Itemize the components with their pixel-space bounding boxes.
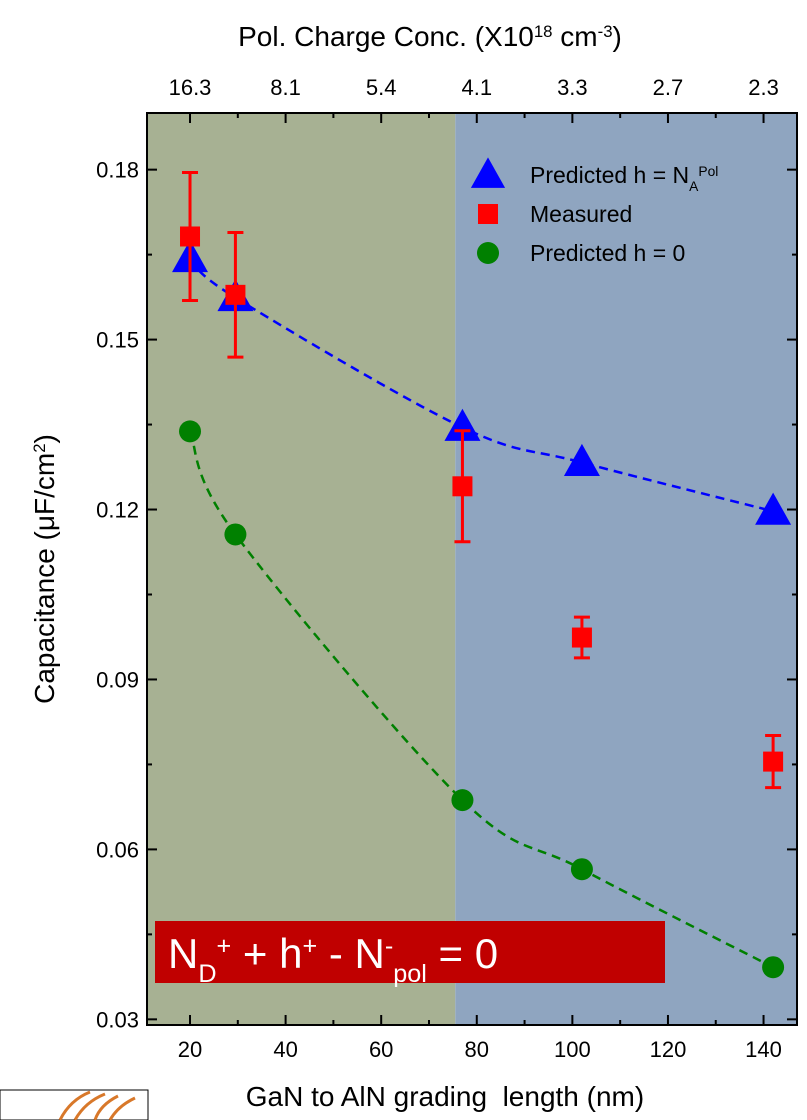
square-marker	[180, 226, 201, 247]
triangle-marker	[563, 443, 600, 477]
circle-marker	[451, 789, 474, 812]
y-axis-title-part: 2	[30, 443, 49, 452]
square-marker	[763, 751, 784, 772]
x2-tick-label: 4.1	[461, 75, 492, 100]
x-tick-label: 120	[650, 1037, 687, 1062]
y-tick-label: 0.03	[96, 1007, 139, 1032]
legend-label-part: A	[689, 179, 699, 194]
annotation-part: -	[385, 932, 393, 960]
legend-label: Predicted h = 0	[530, 240, 685, 266]
triangle-marker	[444, 408, 481, 441]
annotation-part: D	[198, 960, 216, 988]
x-axis-title: GaN to AlN grading length (nm)	[246, 1081, 644, 1112]
square-marker	[571, 627, 592, 648]
y-tick-label: 0.12	[96, 498, 139, 523]
x-tick-label: 20	[178, 1037, 202, 1062]
x2-axis-title-part: )	[613, 21, 622, 52]
x-tick-label: 100	[554, 1037, 591, 1062]
annotation-box	[155, 921, 665, 983]
x2-axis-title-part: Pol. Charge Conc. (X10	[238, 21, 534, 52]
x2-axis-title: Pol. Charge Conc. (X1018 cm-3)	[238, 21, 622, 52]
annotation-part: + h	[231, 930, 302, 977]
legend-label-part: Predicted h = N	[530, 162, 689, 188]
x2-tick-label: 5.4	[366, 75, 397, 100]
x2-axis-title-part: cm	[553, 21, 598, 52]
annotation-part: N	[168, 930, 198, 977]
circle-marker	[224, 523, 247, 546]
y-tick-label: 0.15	[96, 328, 139, 353]
annotation-part: = 0	[427, 930, 498, 977]
y-axis-title-part: Capacitance (μF/cm	[29, 453, 60, 704]
x2-tick-label: 16.3	[169, 75, 212, 100]
triangle-marker	[470, 157, 506, 188]
fit-curve	[188, 430, 774, 969]
circle-marker	[762, 956, 785, 979]
circle-marker	[179, 420, 202, 443]
y-axis-title-part: )	[29, 434, 60, 443]
y-axis-title: Capacitance (μF/cm2)	[29, 434, 60, 704]
y-tick-label: 0.18	[96, 158, 139, 183]
annotation-part: pol	[393, 960, 427, 988]
x-tick-label: 140	[745, 1037, 782, 1062]
legend-label-part: Predicted h = 0	[530, 240, 685, 266]
x2-tick-label: 3.3	[557, 75, 588, 100]
legend-label: Measured	[530, 201, 632, 227]
annotation-part: - N	[317, 930, 385, 977]
legend-label: Predicted h = NAPol	[530, 162, 718, 194]
x2-tick-label: 2.3	[748, 75, 779, 100]
y-tick-label: 0.06	[96, 837, 139, 862]
x2-axis-title-part: -3	[598, 22, 613, 41]
annotation: ND+ + h+ - N-pol = 0	[168, 930, 498, 988]
shaded-region	[455, 113, 797, 1025]
triangle-marker	[755, 492, 792, 525]
legend-label-part: Measured	[530, 201, 632, 227]
circle-marker	[570, 858, 593, 881]
square-marker	[478, 204, 498, 224]
x2-tick-label: 2.7	[653, 75, 684, 100]
x-tick-label: 80	[465, 1037, 489, 1062]
legend-label-part: Pol	[698, 164, 718, 179]
annotation-part: +	[217, 932, 232, 960]
x-tick-label: 60	[369, 1037, 393, 1062]
circle-marker	[477, 242, 499, 264]
annotation-part: +	[303, 932, 318, 960]
y-tick-label: 0.09	[96, 667, 139, 692]
x2-axis-title-part: 18	[534, 22, 553, 41]
x2-tick-label: 8.1	[270, 75, 301, 100]
square-marker	[225, 284, 246, 305]
square-marker	[452, 476, 473, 497]
plot-frame	[146, 112, 798, 1026]
inset-image	[0, 1089, 149, 1120]
x-tick-label: 40	[273, 1037, 297, 1062]
